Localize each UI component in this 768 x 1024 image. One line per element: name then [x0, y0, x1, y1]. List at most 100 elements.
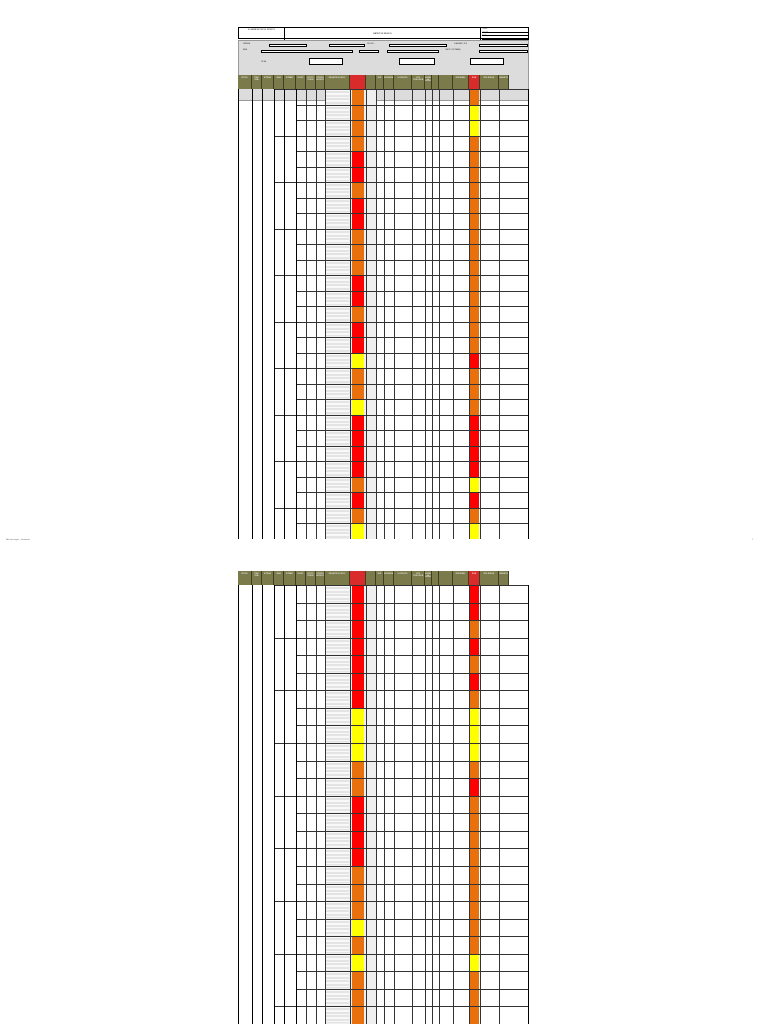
- info-field[interactable]: [329, 44, 365, 47]
- column-header: [366, 571, 376, 585]
- risk-level-cell: [352, 383, 364, 400]
- risk-level-cell: [352, 507, 364, 524]
- residual-risk-cell: [470, 725, 479, 744]
- risk-level-cell: [352, 918, 364, 937]
- risk-level-cell: [352, 213, 364, 230]
- info-field[interactable]: [269, 44, 307, 47]
- risk-level-cell: [352, 690, 364, 709]
- residual-risk-cell: [470, 988, 479, 1007]
- group-divider: [274, 368, 296, 370]
- residual-risk-cell: [470, 135, 479, 152]
- residual-risk-cell: [470, 848, 479, 867]
- cell-text-lines: [326, 1007, 349, 1023]
- column-divider: [432, 585, 433, 1024]
- residual-risk-cell: [470, 936, 479, 955]
- column-divider: [238, 585, 239, 1024]
- cell-text-lines: [326, 937, 349, 953]
- group-divider: [274, 182, 296, 184]
- risk-level-cell: [352, 848, 364, 867]
- column-header: EFECTOS POSIBLES: [306, 571, 316, 585]
- info-field[interactable]: [359, 50, 379, 53]
- risk-level-cell: [352, 778, 364, 797]
- residual-risk-cell: [470, 290, 479, 307]
- column-header: NIVEL: [376, 75, 384, 89]
- residual-risk-cell: [470, 620, 479, 639]
- group-divider: [274, 89, 296, 90]
- cell-text-lines: [326, 779, 349, 795]
- risk-level-cell: [352, 936, 364, 955]
- column-divider: [306, 585, 307, 1024]
- cell-text-lines: [326, 493, 349, 507]
- column-header: EVALUACIÓN DEL RIESGO: [325, 571, 350, 585]
- cell-text-lines: [326, 353, 349, 368]
- column-header: NIVEL RESIDUAL: [480, 75, 499, 89]
- column-header: [366, 75, 376, 89]
- column-header: RESPONSABLE: [453, 571, 469, 585]
- group-divider: [274, 228, 296, 230]
- column-header-row: PROCESO ZONA / LUGAR ACTIVIDAD TAREA RUTINAR…: [238, 571, 529, 585]
- column-divider: [366, 585, 367, 1024]
- column-divider: [296, 585, 297, 1024]
- residual-risk-cell: [470, 104, 479, 121]
- risk-level-cell: [352, 813, 364, 832]
- risk-level-cell: [352, 743, 364, 761]
- column-divider: [499, 585, 500, 1024]
- info-field[interactable]: [261, 50, 353, 53]
- cell-text-lines: [326, 603, 349, 620]
- column-divider: [469, 89, 470, 539]
- column-header: RUTINARIO: [284, 571, 296, 585]
- column-divider: [284, 89, 285, 539]
- cell-text-lines: [326, 989, 349, 1006]
- column-divider: [316, 585, 317, 1024]
- residual-risk-cell: [470, 507, 479, 524]
- column-divider: [425, 89, 426, 539]
- residual-risk-cell: [470, 197, 479, 214]
- residual-risk-cell: [470, 602, 479, 621]
- residual-risk-cell: [470, 383, 479, 400]
- column-divider: [432, 89, 433, 539]
- column-header: TAREA: [274, 571, 284, 585]
- residual-risk-cell: [470, 971, 479, 990]
- info-field[interactable]: [479, 44, 528, 47]
- cell-text-lines: [326, 508, 349, 523]
- risk-level-cell: [352, 337, 364, 354]
- cell-text-lines: [326, 691, 349, 707]
- column-divider: [366, 89, 367, 539]
- cell-text-lines: [326, 708, 349, 725]
- residual-risk-cell: [470, 244, 479, 261]
- group-divider: [274, 795, 296, 797]
- residual-risk-cell: [470, 918, 479, 937]
- cell-text-lines: [326, 902, 349, 918]
- column-divider: [296, 89, 297, 539]
- column-header: FECHA: [469, 75, 480, 89]
- column-header: TAREA: [274, 75, 284, 89]
- residual-risk-cell: [470, 461, 479, 478]
- document-code-box: CÓDIGO VERSIÓN FECHA PÁGINA: [481, 28, 529, 43]
- group-divider: [274, 414, 296, 416]
- risk-level-cell: [352, 830, 364, 849]
- info-field[interactable]: [389, 44, 447, 47]
- residual-risk-cell: [470, 182, 479, 198]
- residual-risk-cell: [470, 865, 479, 884]
- column-divider: [325, 89, 326, 539]
- info-field[interactable]: [399, 58, 435, 65]
- column-divider: [384, 585, 385, 1024]
- info-field[interactable]: [309, 58, 343, 65]
- risk-level-cell: [352, 971, 364, 990]
- info-label: FECHA: [261, 62, 267, 63]
- info-field[interactable]: [479, 50, 528, 53]
- cell-text-lines: [326, 796, 349, 813]
- column-header: CONTROLES EXISTENTES: [316, 571, 325, 585]
- risk-level-cell: [352, 445, 364, 462]
- cell-text-lines: [326, 90, 349, 104]
- footer-page-number: 1: [752, 540, 753, 541]
- info-field[interactable]: [470, 58, 504, 65]
- column-header: ZONA / LUGAR: [252, 571, 262, 585]
- residual-risk-cell: [470, 430, 479, 447]
- residual-risk-cell: [470, 655, 479, 674]
- info-field[interactable]: [387, 50, 439, 53]
- column-divider: [394, 585, 395, 1024]
- info-label: EMPRESA: [243, 44, 251, 45]
- residual-risk-cell: [470, 368, 479, 385]
- column-header: PROCESO: [238, 571, 252, 585]
